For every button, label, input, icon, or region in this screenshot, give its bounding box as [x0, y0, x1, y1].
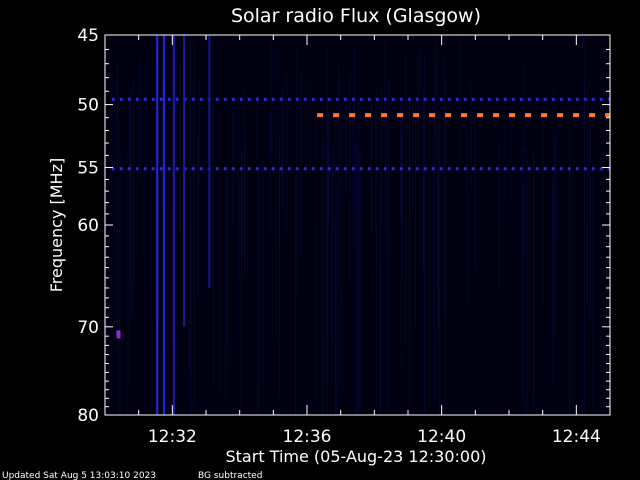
footer-bg-subtracted: BG subtracted: [198, 471, 262, 480]
y-axis: 45 50 55 60 70 80: [77, 26, 610, 426]
y-tick-label: 55: [77, 159, 99, 179]
spectrogram-features: [111, 35, 610, 415]
y-tick-label: 70: [77, 318, 99, 338]
emission-spot: [116, 330, 121, 339]
y-tick-label: 50: [77, 96, 99, 116]
x-tick-label: 12:40: [417, 427, 466, 447]
x-axis-title: Start Time (05-Aug-23 12:30:00): [226, 447, 487, 466]
footer-updated: Updated Sat Aug 5 13:03:10 2023: [2, 471, 156, 480]
x-tick-label: 12:36: [283, 427, 332, 447]
y-tick-label: 45: [77, 26, 99, 46]
plot-area: [105, 35, 610, 415]
y-tick-label: 60: [77, 216, 99, 236]
chart-title: Solar radio Flux (Glasgow): [231, 5, 481, 27]
x-tick-label: 12:44: [552, 427, 601, 447]
x-tick-label: 12:32: [148, 427, 197, 447]
y-tick-label: 80: [77, 406, 99, 426]
x-axis: 12:32 12:36 12:40 12:44: [138, 35, 601, 447]
y-axis-title: Frequency [MHz]: [47, 158, 66, 292]
